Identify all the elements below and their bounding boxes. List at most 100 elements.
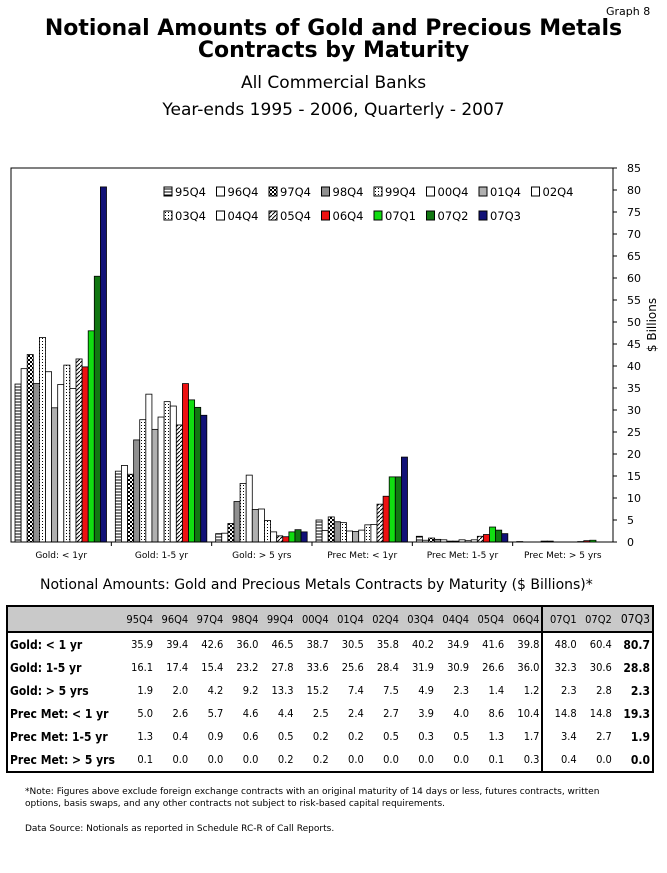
- table-cell: 1.4: [471, 679, 506, 702]
- bar: [216, 534, 222, 542]
- bar: [134, 440, 140, 542]
- legend-swatch: [164, 211, 172, 220]
- bar: [502, 534, 508, 542]
- legend-swatch: [532, 187, 540, 196]
- table-cell: 17.4: [155, 656, 190, 679]
- bar: [234, 502, 240, 542]
- y-tick-label: 35: [627, 382, 641, 395]
- table-cell: 7.4: [331, 679, 366, 702]
- table-cell: 14.8: [579, 702, 614, 725]
- legend-swatch: [269, 211, 277, 220]
- legend-swatch: [217, 187, 225, 196]
- bar: [58, 384, 64, 542]
- chart-title-line2: Contracts by Maturity: [0, 40, 667, 62]
- table-cell: 42.6: [190, 632, 225, 656]
- y-tick-label: 50: [627, 316, 641, 329]
- chart-period: Year-ends 1995 - 2006, Quarterly - 2007: [0, 100, 667, 120]
- bar: [334, 522, 340, 542]
- footnote: *Note: Figures above exclude foreign exc…: [25, 786, 635, 810]
- bar: [258, 509, 264, 542]
- table-cell: 30.6: [579, 656, 614, 679]
- y-tick-label: 70: [627, 228, 641, 241]
- column-header: 00Q4: [296, 606, 331, 632]
- bar: [152, 429, 158, 542]
- legend-swatch: [374, 211, 382, 220]
- bar: [295, 530, 301, 542]
- bar: [377, 504, 383, 542]
- bar: [222, 533, 228, 542]
- x-tick-label: Gold: < 1yr: [35, 551, 87, 561]
- table-cell: 2.6: [155, 702, 190, 725]
- table-cell: 28.8: [614, 656, 653, 679]
- table-cell: 0.4: [542, 748, 578, 772]
- bar: [70, 388, 76, 542]
- table-cell: 1.9: [120, 679, 155, 702]
- y-tick-label: 85: [627, 162, 641, 175]
- bar: [33, 384, 39, 542]
- table-cell: 41.6: [471, 632, 506, 656]
- table-cell: 0.0: [436, 748, 471, 772]
- bar: [189, 400, 195, 542]
- legend-label: 00Q4: [438, 185, 469, 199]
- table-cell: 2.5: [296, 702, 331, 725]
- table-cell: 2.3: [542, 679, 578, 702]
- column-header: 06Q4: [506, 606, 542, 632]
- column-header: 98Q4: [225, 606, 260, 632]
- table-cell: 0.2: [296, 748, 331, 772]
- bar: [94, 276, 100, 542]
- bar: [76, 359, 82, 542]
- legend-label: 07Q1: [385, 209, 416, 223]
- bar: [240, 483, 246, 542]
- table-cell: 19.3: [614, 702, 653, 725]
- bar: [316, 520, 322, 542]
- table-cell: 0.3: [506, 748, 542, 772]
- table-row: Gold: > 5 yrs 1.9 2.0 4.2 9.2 13.3 15.2 7.4 7.5 4…: [7, 679, 653, 702]
- legend-swatch: [427, 187, 435, 196]
- table-cell: 0.2: [331, 725, 366, 748]
- row-label: Gold: < 1 yr: [7, 632, 120, 656]
- table-cell: 35.9: [120, 632, 155, 656]
- legend-label: 99Q4: [385, 185, 416, 199]
- table-row: Prec Met: 1-5 yr 1.3 0.4 0.9 0.6 0.5 0.2 0.2 0.5…: [7, 725, 653, 748]
- legend-swatch: [374, 187, 382, 196]
- row-label: Prec Met: < 1 yr: [7, 702, 120, 725]
- legend-label: 07Q3: [490, 209, 521, 223]
- bar: [15, 384, 21, 542]
- legend-swatch: [217, 211, 225, 220]
- table-cell: 2.0: [155, 679, 190, 702]
- table-cell: 4.4: [260, 702, 295, 725]
- bar: [176, 425, 182, 542]
- table-cell: 40.2: [401, 632, 436, 656]
- table-cell: 34.9: [436, 632, 471, 656]
- legend-swatch: [322, 211, 330, 220]
- bar: [416, 536, 422, 542]
- bar: [46, 372, 52, 542]
- table-cell: 0.6: [225, 725, 260, 748]
- row-label: Gold: > 5 yrs: [7, 679, 120, 702]
- table-cell: 1.9: [614, 725, 653, 748]
- table-cell: 0.0: [331, 748, 366, 772]
- table-row: Prec Met: < 1 yr 5.0 2.6 5.7 4.6 4.4 2.5 2.4 2.7…: [7, 702, 653, 725]
- legend-label: 07Q2: [438, 209, 469, 223]
- table-cell: 5.0: [120, 702, 155, 725]
- y-tick-label: 45: [627, 338, 641, 351]
- table-cell: 0.4: [155, 725, 190, 748]
- table-cell: 15.4: [190, 656, 225, 679]
- y-tick-label: 75: [627, 206, 641, 219]
- column-header: 07Q1: [542, 606, 578, 632]
- table-cell: 31.9: [401, 656, 436, 679]
- table-cell: 26.6: [471, 656, 506, 679]
- bar: [483, 535, 489, 542]
- bar: [100, 187, 106, 542]
- x-tick-label: Prec Met: > 5 yrs: [524, 551, 602, 561]
- y-tick-label: 10: [627, 492, 641, 505]
- column-header: 97Q4: [190, 606, 225, 632]
- table-cell: 46.5: [260, 632, 295, 656]
- bar: [389, 477, 395, 542]
- table-cell: 0.2: [296, 725, 331, 748]
- table-cell: 2.7: [366, 702, 401, 725]
- table-cell: 23.2: [225, 656, 260, 679]
- table-cell: 16.1: [120, 656, 155, 679]
- table-row: Prec Met: > 5 yrs 0.1 0.0 0.0 0.0 0.2 0.2 0.0 0.…: [7, 748, 653, 772]
- bar: [115, 471, 121, 542]
